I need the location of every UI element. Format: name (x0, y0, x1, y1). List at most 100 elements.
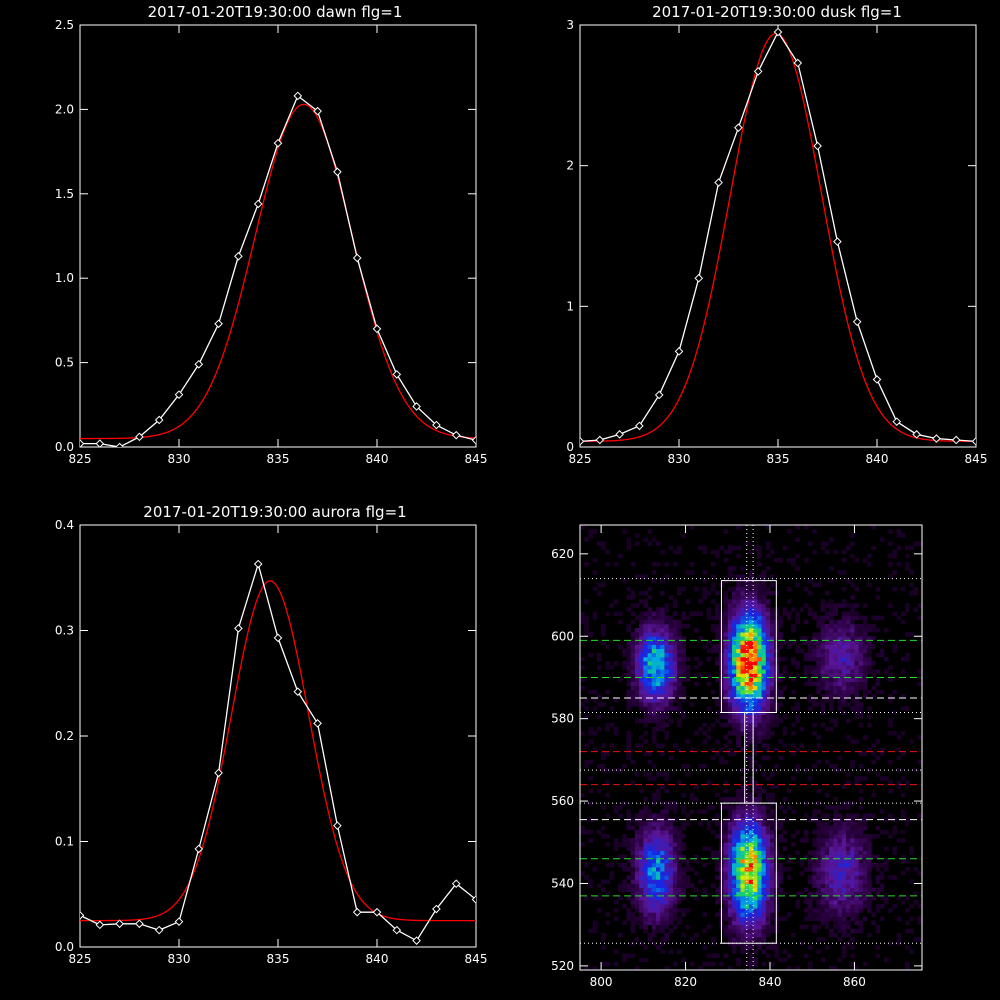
image-pixel (647, 875, 653, 880)
image-pixel (727, 866, 733, 872)
image-pixel (660, 619, 665, 625)
image-pixel (706, 735, 712, 740)
image-pixel (727, 850, 733, 856)
image-pixel (723, 599, 729, 604)
image-pixel (816, 735, 822, 740)
image-pixel (651, 640, 657, 645)
image-pixel (748, 615, 754, 621)
image-pixel (584, 632, 589, 637)
image-pixel (875, 677, 881, 682)
image-pixel (850, 706, 855, 711)
image-pixel (668, 949, 674, 954)
dawn-x-tick-label: 845 (465, 452, 488, 466)
image-pixel (846, 636, 851, 641)
dusk-panel-title: 2017-01-20T19:30:00 dusk flg=1 (652, 3, 902, 21)
image-pixel (677, 846, 682, 851)
image-pixel (732, 805, 737, 810)
image-pixel (829, 875, 834, 880)
image-pixel (736, 677, 741, 682)
image-pixel (770, 636, 775, 641)
image-pixel (660, 912, 665, 917)
image-pixel (778, 702, 784, 707)
image-pixel (778, 673, 784, 678)
image-pixel (871, 887, 876, 893)
image-pixel (723, 702, 729, 707)
image-pixel (584, 875, 589, 880)
image-pixel (837, 842, 843, 847)
image-pixel (770, 879, 775, 884)
image-pixel (761, 817, 767, 823)
image-pixel (748, 623, 754, 629)
image-pixel (651, 842, 657, 847)
image-pixel (613, 838, 619, 843)
image-pixel (639, 615, 644, 621)
image-pixel (850, 862, 855, 868)
image-pixel (668, 677, 674, 682)
image-pixel (761, 961, 767, 967)
image-pixel (791, 731, 796, 736)
image-pixel (854, 838, 860, 843)
image-pixel (909, 570, 914, 575)
image-pixel (715, 615, 720, 621)
image-pixel (841, 677, 847, 682)
image-pixel (664, 574, 670, 579)
image-pixel (757, 821, 762, 827)
image-pixel (841, 669, 847, 674)
image-pixel (618, 611, 623, 617)
image-pixel (732, 916, 737, 921)
image-pixel (689, 562, 695, 567)
image-pixel (765, 887, 771, 893)
image-pixel (744, 792, 750, 798)
image-pixel (672, 834, 678, 839)
image-pixel (723, 611, 729, 617)
image-pixel (668, 834, 674, 839)
image-pixel (651, 866, 657, 872)
image-pixel (765, 899, 771, 905)
image-pixel (736, 829, 741, 835)
image-pixel (837, 854, 843, 860)
image-pixel (681, 834, 686, 839)
image-pixel (846, 673, 851, 678)
image-pixel (812, 813, 817, 818)
image-pixel (668, 908, 674, 913)
image-pixel (668, 821, 674, 827)
image-pixel (723, 805, 729, 810)
aurora-x-tick-label: 835 (267, 952, 290, 966)
image-pixel (858, 879, 864, 884)
image-pixel (681, 871, 686, 876)
image-pixel (609, 862, 615, 868)
image-pixel (867, 883, 872, 888)
image-pixel (672, 693, 678, 699)
dusk-data-point (734, 123, 743, 132)
image-pixel (824, 693, 830, 699)
image-pixel (639, 656, 644, 662)
aurora-data-point (313, 719, 322, 728)
image-pixel (656, 665, 661, 670)
image-pixel (634, 693, 640, 699)
image-pixel (685, 739, 691, 744)
image-pixel (732, 652, 737, 658)
image-pixel (634, 879, 640, 884)
image-pixel (837, 648, 843, 654)
image-pixel (727, 545, 733, 551)
image-pixel (791, 842, 796, 847)
image-pixel (727, 632, 733, 637)
image-pixel (685, 772, 691, 777)
image-pixel (596, 883, 602, 888)
image-pixel (770, 821, 775, 827)
image-pixel (799, 607, 805, 612)
image-pixel (820, 879, 826, 884)
image-pixel (643, 866, 648, 872)
image-pixel (634, 644, 640, 650)
image-pixel (668, 628, 674, 633)
image-pixel (824, 673, 830, 678)
image-pixel (677, 891, 682, 897)
image-pixel (888, 834, 893, 839)
image-pixel (643, 796, 648, 802)
image-pixel (681, 875, 686, 880)
image-pixel (753, 726, 758, 732)
image-pixel (715, 899, 720, 905)
image-pixel (660, 784, 665, 790)
image-pixel (871, 545, 876, 551)
image-pixel (757, 908, 762, 913)
